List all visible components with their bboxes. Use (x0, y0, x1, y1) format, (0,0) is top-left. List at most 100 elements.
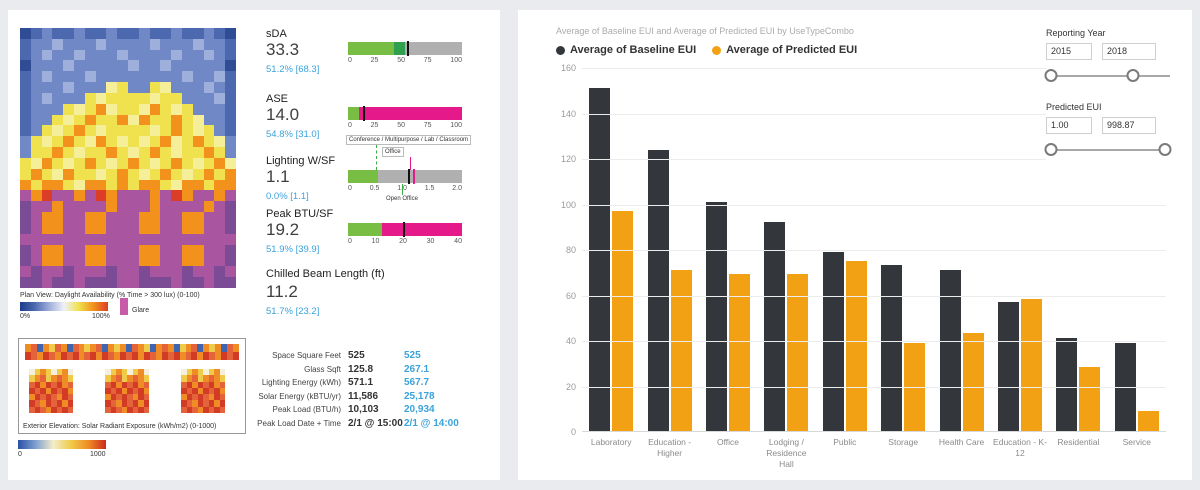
heatmap-cell (67, 387, 73, 395)
baseline-eui-bar[interactable] (705, 201, 727, 431)
slider-handle-min[interactable] (1044, 143, 1058, 156)
slider-track[interactable] (1046, 75, 1170, 77)
heatmap-cell (138, 375, 144, 382)
slider-handle-max[interactable] (1126, 69, 1140, 82)
gridline (582, 250, 1166, 251)
heatmap-cell (227, 352, 234, 360)
heatmap-cell (117, 147, 128, 158)
heatmap-cell (149, 92, 161, 104)
heatmap-cell (233, 352, 239, 360)
heatmap-cell (192, 82, 204, 93)
predicted-eui-bar[interactable] (1020, 299, 1042, 431)
predicted-eui-bar[interactable] (962, 333, 984, 431)
heatmap-cell (149, 114, 161, 126)
heatmap-cell (186, 381, 192, 388)
heatmap-cell (182, 92, 193, 104)
heatmap-cell (84, 125, 96, 137)
elevation-heatmap-box: Exterior Elevation: Solar Radiant Exposu… (18, 338, 246, 434)
baseline-eui-bar[interactable] (589, 88, 611, 431)
predicted-eui-bar[interactable] (670, 269, 692, 431)
reporting-year-max-input[interactable]: 2018 (1102, 43, 1156, 60)
heatmap-cell (214, 381, 220, 388)
heatmap-cell (84, 82, 96, 93)
predicted-eui-bar[interactable] (787, 274, 809, 431)
heatmap-cell (171, 103, 182, 115)
baseline-eui-bar[interactable] (1056, 337, 1078, 431)
heatmap-cell (214, 212, 226, 223)
metric-lighting-value: 1.1 (266, 167, 290, 186)
predicted-eui-slider[interactable] (1044, 140, 1172, 160)
baseline-eui-bar[interactable] (647, 149, 669, 431)
heatmap-cell (20, 233, 31, 245)
heatmap-cell (138, 157, 150, 169)
heatmap-cell (121, 369, 127, 376)
heatmap-cell (149, 49, 161, 61)
heatmap-cell (192, 266, 204, 278)
predicted-eui-bar[interactable] (845, 260, 867, 431)
heatmap-cell (203, 222, 215, 234)
heatmap-cell (52, 179, 64, 191)
heatmap-cell (117, 190, 128, 202)
heatmap-cell (54, 344, 61, 352)
heatmap-cell (225, 233, 236, 245)
heatmap-cell (62, 369, 68, 376)
heatmap-cell (63, 60, 74, 72)
metric-peak-value: 19.2 (266, 220, 300, 239)
legend-item-baseline[interactable]: Average of Baseline EUI (556, 44, 696, 56)
plan-gradient-max-label: 100% (92, 313, 110, 320)
predicted-eui-bar[interactable] (1079, 367, 1101, 431)
heatmap-cell (149, 212, 161, 223)
heatmap-cell (42, 352, 49, 360)
heatmap-cell (171, 60, 182, 72)
heatmap-cell (106, 92, 118, 104)
heatmap-cell (208, 387, 214, 395)
heatmap-cell (182, 222, 193, 234)
heatmap-cell (225, 103, 236, 115)
heatmap-cell (40, 369, 46, 376)
heatmap-cell (20, 38, 31, 50)
baseline-eui-bar[interactable] (939, 269, 961, 431)
heatmap-cell (149, 147, 161, 158)
slider-handle-min[interactable] (1044, 69, 1058, 82)
predicted-eui-bar[interactable] (1137, 410, 1159, 431)
y-axis-tick: 20 (565, 381, 576, 392)
slider-handle-max[interactable] (1158, 143, 1172, 156)
baseline-eui-bar[interactable] (881, 265, 903, 431)
heatmap-cell (127, 375, 133, 382)
baseline-eui-bar[interactable] (997, 301, 1019, 431)
predicted-eui-min-input[interactable]: 1.00 (1046, 117, 1092, 134)
metric-chilled-beam-label: Chilled Beam Length (ft) (266, 268, 385, 280)
predicted-eui-max-input[interactable]: 998.87 (1102, 117, 1156, 134)
heatmap-cell (63, 266, 74, 278)
legend-item-predicted[interactable]: Average of Predicted EUI (712, 44, 857, 56)
heatmap-cell (41, 136, 53, 148)
heatmap-cell (20, 92, 31, 104)
heatmap-cell (160, 190, 172, 202)
elevation-block-heatmap (29, 369, 73, 413)
heatmap-cell (84, 352, 91, 360)
reporting-year-slider[interactable] (1044, 66, 1170, 86)
heatmap-cell (20, 157, 31, 169)
heatmap-cell (45, 394, 51, 401)
heatmap-cell (214, 387, 220, 395)
heatmap-cell (138, 114, 150, 126)
x-axis-label: Storage (888, 437, 919, 447)
heatmap-cell (203, 125, 215, 137)
heatmap-cell (52, 255, 64, 267)
predicted-eui-bar[interactable] (612, 210, 634, 431)
plan-gradient-min-label: 0% (20, 313, 31, 320)
heatmap-cell (214, 71, 226, 83)
heatmap-cell (56, 369, 62, 376)
heatmap-cell (160, 179, 172, 191)
baseline-eui-bar[interactable] (764, 222, 786, 431)
heatmap-cell (149, 233, 161, 245)
predicted-eui-bar[interactable] (728, 274, 750, 431)
metric-ase-ticks: 0 25 50 75 100 (348, 122, 462, 129)
heatmap-cell (203, 233, 215, 245)
heatmap-cell (191, 352, 198, 360)
slider-track[interactable] (1046, 149, 1170, 151)
reporting-year-min-input[interactable]: 2015 (1046, 43, 1092, 60)
heatmap-cell (167, 352, 174, 360)
heatmap-cell (116, 381, 122, 388)
heatmap-cell (143, 394, 149, 401)
